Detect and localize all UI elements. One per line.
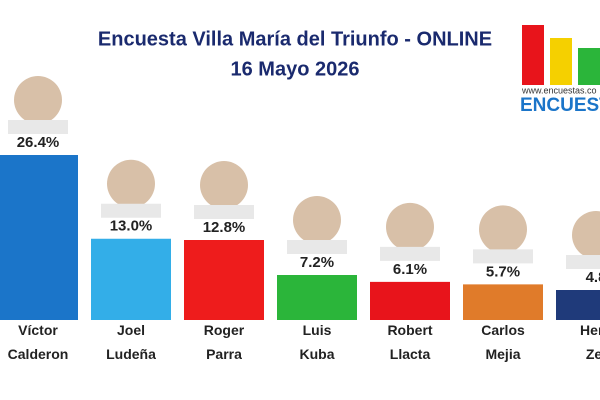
x-tick-label: Robert Llacta [387, 322, 432, 362]
candidate-shirt [380, 246, 440, 261]
x-tick-label: Carlos Mejia [481, 322, 525, 362]
chart-subtitle: 16 Mayo 2026 [231, 58, 360, 80]
value-label: 13.0% [110, 218, 153, 235]
candidate-photo [386, 202, 434, 251]
x-tick-label: Víctor Calderon [8, 322, 69, 362]
candidate-photo [293, 196, 341, 244]
logo-url: www.encuestas.co [521, 85, 597, 95]
value-label: 6.1% [393, 261, 427, 278]
candidate-photo [200, 161, 248, 209]
bar [463, 284, 543, 320]
logo: www.encuestas.co ENCUEST [520, 25, 600, 116]
logo-bar [522, 25, 544, 85]
chart-title: Encuesta Villa María del Triunfo - ONLIN… [98, 28, 492, 50]
value-label: 26.4% [17, 134, 60, 151]
candidate-shirt [194, 205, 254, 219]
x-tick-label: HerbZel [580, 322, 600, 362]
candidate-photo [14, 76, 62, 124]
bar [277, 275, 357, 320]
bar [370, 281, 450, 320]
value-label: 5.7% [486, 263, 520, 280]
bar [556, 290, 600, 320]
candidate-photo [107, 159, 155, 208]
value-label: 4.8 [586, 269, 600, 286]
candidate-shirt [8, 120, 68, 134]
candidate-photo [572, 211, 600, 259]
logo-name: ENCUEST [520, 95, 600, 116]
candidate-shirt [287, 240, 347, 254]
candidate-photo [479, 205, 527, 254]
bar [91, 238, 171, 320]
value-label: 7.2% [300, 254, 334, 271]
x-tick-label: Joel Ludeña [106, 322, 156, 362]
candidate-shirt [473, 249, 533, 264]
candidate-shirt [566, 255, 600, 269]
x-tick-label: Roger Parra [204, 322, 245, 362]
bar [184, 240, 264, 320]
candidate-shirt [101, 203, 161, 218]
logo-bar [550, 38, 572, 85]
x-tick-label: Luis Kuba [300, 322, 335, 362]
value-label: 12.8% [203, 219, 246, 236]
logo-bar [578, 48, 600, 85]
bar [0, 155, 78, 320]
